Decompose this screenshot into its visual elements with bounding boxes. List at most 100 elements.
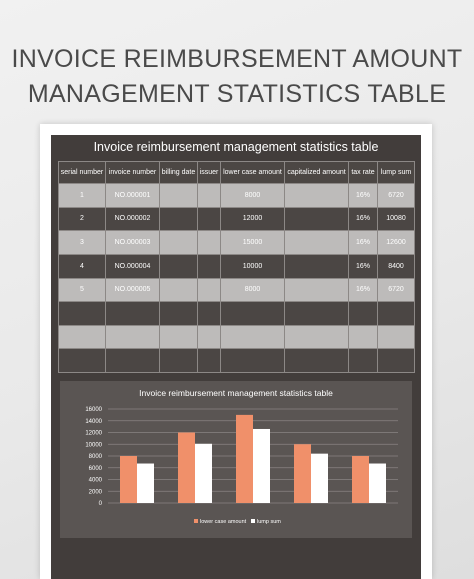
headline-line-1: INVOICE REIMBURSEMENT AMOUNT: [11, 45, 463, 73]
table-cell[interactable]: 3: [58, 230, 106, 255]
table-cell[interactable]: 10080: [377, 206, 415, 232]
table-cell[interactable]: [105, 348, 160, 373]
table-cell[interactable]: 15000: [220, 230, 285, 255]
table-cell[interactable]: 12000: [220, 206, 285, 232]
headline-line-2: MANAGEMENT STATISTICS TABLE: [27, 80, 447, 108]
table-cell[interactable]: 12600: [377, 230, 415, 255]
table-row: [58, 348, 415, 373]
column-header: issuer: [197, 161, 221, 184]
bar-lump-sum: [311, 453, 328, 503]
bar-lump-sum: [137, 463, 154, 503]
table-cell[interactable]: [284, 253, 349, 279]
y-tick-label: 12000: [85, 431, 102, 437]
page-headline: INVOICE REIMBURSEMENT AMOUNT MANAGEMENT …: [0, 42, 474, 112]
bar-lower-case-amount: [236, 414, 253, 503]
table-cell[interactable]: 16%: [348, 183, 378, 208]
table-cell[interactable]: 8000: [220, 277, 285, 303]
statistics-table: serial number invoice number billing dat…: [58, 161, 415, 373]
table-cell[interactable]: 8400: [377, 253, 415, 279]
bar-lower-case-amount: [178, 432, 195, 503]
y-tick-label: 0: [99, 501, 103, 507]
table-cell[interactable]: [348, 301, 378, 326]
table-cell[interactable]: [284, 324, 349, 350]
table-cell[interactable]: 16%: [348, 206, 378, 232]
table-cell[interactable]: [159, 277, 198, 303]
table-cell[interactable]: [284, 277, 349, 303]
table-cell[interactable]: [284, 206, 349, 232]
table-cell[interactable]: [197, 253, 221, 279]
y-tick-label: 10000: [85, 442, 102, 448]
table-cell[interactable]: [159, 230, 198, 255]
table-cell[interactable]: [197, 183, 221, 208]
column-header: billing date: [159, 161, 198, 184]
table-cell[interactable]: [284, 183, 349, 208]
table-cell[interactable]: [159, 206, 198, 232]
table-row: [58, 324, 415, 350]
table-cell[interactable]: [377, 324, 415, 350]
table-cell[interactable]: NO.000004: [105, 253, 160, 279]
table-cell[interactable]: NO.000002: [105, 206, 160, 232]
table-cell[interactable]: [284, 301, 349, 326]
table-cell[interactable]: [348, 324, 378, 350]
column-header: lump sum: [377, 161, 415, 184]
table-cell[interactable]: NO.000003: [105, 230, 160, 255]
table-cell[interactable]: [197, 230, 221, 255]
legend-swatch-lower-case-amount: [194, 519, 198, 523]
table-row: [58, 301, 415, 326]
bar-lump-sum: [253, 428, 270, 503]
table-cell[interactable]: [197, 301, 221, 326]
table-cell[interactable]: 2: [58, 206, 106, 232]
table-cell[interactable]: 16%: [348, 277, 378, 303]
spreadsheet-sheet: Invoice reimbursement management statist…: [51, 135, 421, 579]
table-cell[interactable]: [159, 253, 198, 279]
table-cell[interactable]: 16%: [348, 230, 378, 255]
table-row: 2 NO.000002 12000 16% 10080: [58, 206, 415, 232]
table-cell[interactable]: NO.000001: [105, 183, 160, 208]
table-row: 3 NO.000003 15000 16% 12600: [58, 230, 415, 255]
table-cell[interactable]: [220, 301, 285, 326]
y-tick-label: 16000: [85, 407, 102, 413]
table-cell[interactable]: 5: [58, 277, 106, 303]
table-cell[interactable]: [197, 324, 221, 350]
table-cell[interactable]: [105, 324, 160, 350]
column-header: invoice number: [105, 161, 160, 184]
table-cell[interactable]: [58, 301, 106, 326]
table-cell[interactable]: [197, 277, 221, 303]
table-cell[interactable]: 1: [58, 183, 106, 208]
table-cell[interactable]: 10000: [220, 253, 285, 279]
table-cell[interactable]: NO.000005: [105, 277, 160, 303]
y-tick-label: 4000: [89, 478, 103, 484]
table-cell[interactable]: [220, 324, 285, 350]
table-cell[interactable]: [284, 348, 349, 373]
legend-label-lump-sum: lump sum: [257, 519, 281, 525]
table-cell[interactable]: [105, 301, 160, 326]
table-cell[interactable]: [58, 324, 106, 350]
table-cell[interactable]: [197, 348, 221, 373]
table-cell[interactable]: [197, 206, 221, 232]
table-cell[interactable]: [377, 301, 415, 326]
table-cell[interactable]: [58, 348, 106, 373]
table-cell[interactable]: [159, 183, 198, 208]
y-tick-label: 8000: [89, 454, 103, 460]
table-cell[interactable]: 8000: [220, 183, 285, 208]
table-cell[interactable]: [348, 348, 378, 373]
legend-swatch-lump-sum: [251, 519, 255, 523]
table-cell[interactable]: [159, 301, 198, 326]
table-cell[interactable]: [159, 324, 198, 350]
bar-lump-sum: [369, 463, 386, 503]
column-header: tax rate: [348, 161, 378, 184]
bar-lower-case-amount: [120, 456, 137, 503]
table-cell[interactable]: 6720: [377, 277, 415, 303]
table-cell[interactable]: 16%: [348, 253, 378, 279]
table-header-row: serial number invoice number billing dat…: [58, 161, 415, 184]
table-cell[interactable]: [284, 230, 349, 255]
document-preview: Invoice reimbursement management statist…: [40, 124, 432, 579]
table-cell[interactable]: 4: [58, 253, 106, 279]
table-cell[interactable]: [159, 348, 198, 373]
bar-lower-case-amount: [352, 456, 369, 503]
table-cell[interactable]: [377, 348, 415, 373]
table-cell[interactable]: 6720: [377, 183, 415, 208]
table-cell[interactable]: [220, 348, 285, 373]
table-body: 1 NO.000001 8000 16% 6720 2 NO.000002 12000 16% 1…: [58, 183, 415, 373]
legend-label-lower-case-amount: lower case amount: [200, 519, 247, 525]
